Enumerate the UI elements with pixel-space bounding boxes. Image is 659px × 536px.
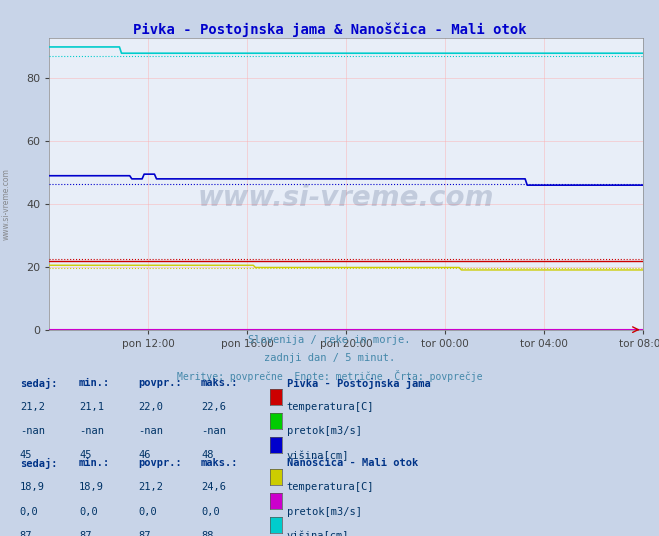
Text: www.si-vreme.com: www.si-vreme.com bbox=[2, 168, 11, 240]
Text: 45: 45 bbox=[20, 450, 32, 460]
Text: Pivka - Postojnska jama: Pivka - Postojnska jama bbox=[287, 378, 430, 389]
Text: 0,0: 0,0 bbox=[138, 507, 157, 517]
Text: 45: 45 bbox=[79, 450, 92, 460]
Text: min.:: min.: bbox=[79, 378, 110, 388]
Text: maks.:: maks.: bbox=[201, 378, 239, 388]
Text: 22,6: 22,6 bbox=[201, 402, 226, 412]
Text: min.:: min.: bbox=[79, 458, 110, 468]
Text: višina[cm]: višina[cm] bbox=[287, 531, 349, 536]
Text: povpr.:: povpr.: bbox=[138, 378, 182, 388]
Text: povpr.:: povpr.: bbox=[138, 458, 182, 468]
Text: -nan: -nan bbox=[20, 426, 45, 436]
Text: temperatura[C]: temperatura[C] bbox=[287, 402, 374, 412]
Text: 0,0: 0,0 bbox=[201, 507, 219, 517]
Text: 0,0: 0,0 bbox=[20, 507, 38, 517]
Text: Nanoščica - Mali otok: Nanoščica - Mali otok bbox=[287, 458, 418, 468]
Text: 88: 88 bbox=[201, 531, 214, 536]
Text: 18,9: 18,9 bbox=[79, 482, 104, 493]
Text: 22,0: 22,0 bbox=[138, 402, 163, 412]
Text: 87: 87 bbox=[20, 531, 32, 536]
Text: sedaj:: sedaj: bbox=[20, 378, 57, 389]
Text: -nan: -nan bbox=[201, 426, 226, 436]
Text: pretok[m3/s]: pretok[m3/s] bbox=[287, 507, 362, 517]
Text: Meritve: povprečne  Enote: metrične  Črta: povprečje: Meritve: povprečne Enote: metrične Črta:… bbox=[177, 370, 482, 382]
Text: -nan: -nan bbox=[79, 426, 104, 436]
Text: Pivka - Postojnska jama & Nanoščica - Mali otok: Pivka - Postojnska jama & Nanoščica - Ma… bbox=[132, 23, 527, 37]
Text: 21,2: 21,2 bbox=[20, 402, 45, 412]
Text: 21,2: 21,2 bbox=[138, 482, 163, 493]
Text: 0,0: 0,0 bbox=[79, 507, 98, 517]
Text: zadnji dan / 5 minut.: zadnji dan / 5 minut. bbox=[264, 353, 395, 363]
Text: maks.:: maks.: bbox=[201, 458, 239, 468]
Text: 48: 48 bbox=[201, 450, 214, 460]
Text: temperatura[C]: temperatura[C] bbox=[287, 482, 374, 493]
Text: -nan: -nan bbox=[138, 426, 163, 436]
Text: 87: 87 bbox=[79, 531, 92, 536]
Text: višina[cm]: višina[cm] bbox=[287, 450, 349, 460]
Text: Slovenija / reke in morje.: Slovenija / reke in morje. bbox=[248, 335, 411, 345]
Text: sedaj:: sedaj: bbox=[20, 458, 57, 470]
Text: 18,9: 18,9 bbox=[20, 482, 45, 493]
Text: pretok[m3/s]: pretok[m3/s] bbox=[287, 426, 362, 436]
Text: 87: 87 bbox=[138, 531, 151, 536]
Text: 21,1: 21,1 bbox=[79, 402, 104, 412]
Text: 46: 46 bbox=[138, 450, 151, 460]
Text: www.si-vreme.com: www.si-vreme.com bbox=[198, 184, 494, 212]
Text: 24,6: 24,6 bbox=[201, 482, 226, 493]
